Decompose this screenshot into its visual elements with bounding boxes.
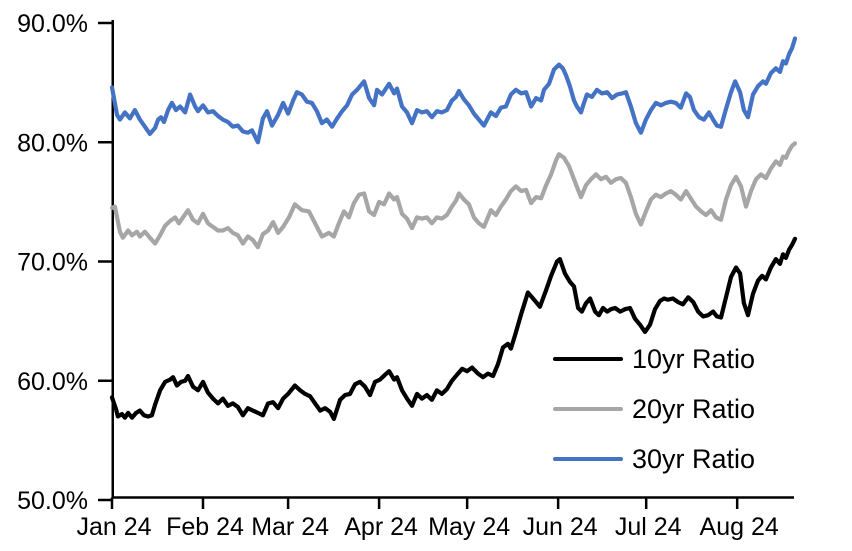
series-line-20yr: [109, 141, 798, 250]
y-tick-label: 80.0%: [17, 129, 88, 157]
legend-item-20yr: 20yr Ratio: [553, 384, 755, 434]
x-tick-label: Jul 24: [615, 513, 682, 541]
legend-swatch-30yr: [553, 457, 623, 461]
x-tick-label: Aug 24: [700, 513, 779, 541]
y-tick-label: 50.0%: [17, 487, 88, 515]
y-tick-label: 70.0%: [17, 249, 88, 277]
y-tick-label: 90.0%: [17, 10, 88, 38]
x-tick-label: Apr 24: [344, 513, 418, 541]
legend-item-30yr: 30yr Ratio: [553, 434, 755, 484]
y-tick-label: 60.0%: [17, 368, 88, 396]
legend-swatch-20yr: [553, 407, 623, 411]
x-tick-label: Feb 24: [166, 513, 244, 541]
legend-item-10yr: 10yr Ratio: [553, 334, 755, 384]
legend-label-20yr: 20yr Ratio: [632, 393, 756, 424]
series-line-30yr: [109, 36, 798, 145]
series-line-10yr: [109, 236, 798, 421]
x-tick-label: Jun 24: [523, 513, 598, 541]
legend-swatch-10yr: [553, 357, 623, 361]
x-tick-label: Jan 24: [76, 513, 151, 541]
x-tick-label: Mar 24: [251, 513, 329, 541]
legend-label-30yr: 30yr Ratio: [632, 443, 756, 474]
x-tick-label: May 24: [428, 513, 510, 541]
legend: 10yr Ratio 20yr Ratio 30yr Ratio: [553, 334, 755, 484]
legend-label-10yr: 10yr Ratio: [632, 343, 756, 374]
